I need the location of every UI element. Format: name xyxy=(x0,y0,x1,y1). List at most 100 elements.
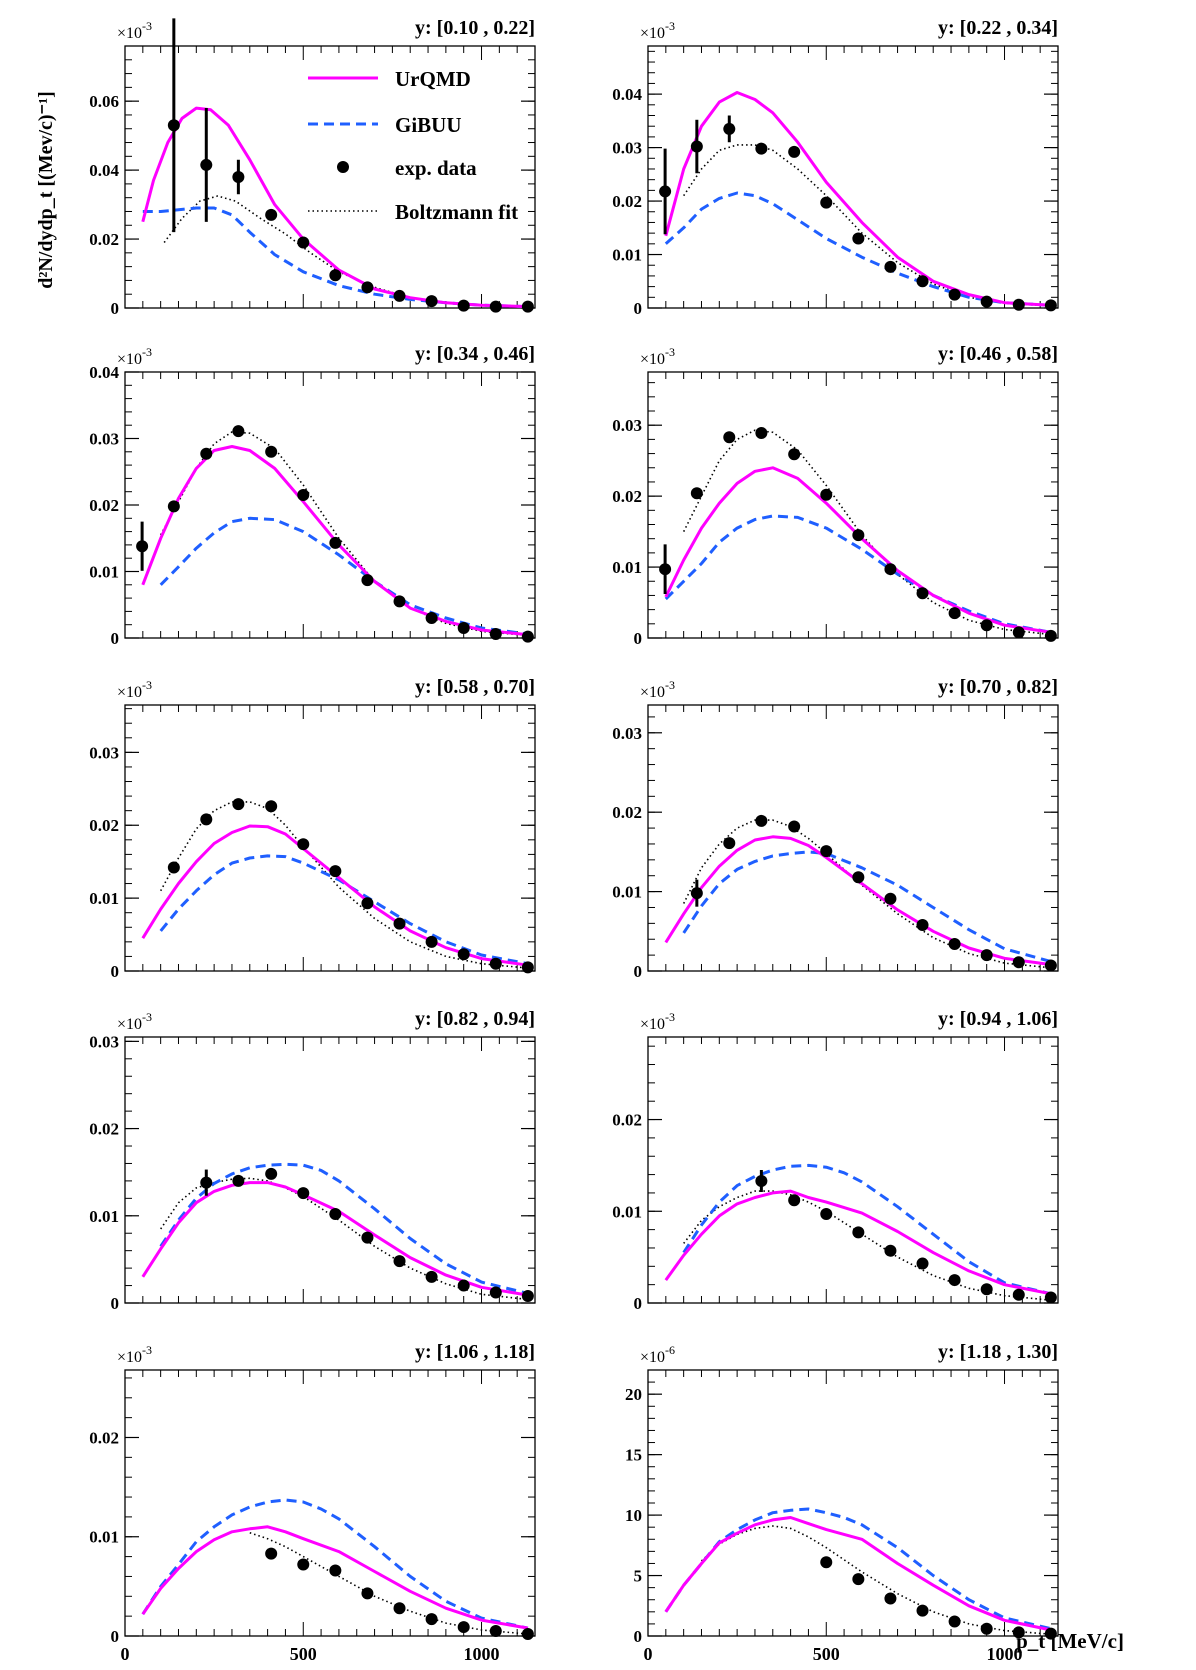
scale-exponent: -3 xyxy=(665,678,675,692)
scale-exponent: -3 xyxy=(142,1010,152,1024)
plot-frame xyxy=(647,704,1059,972)
legend-gibuu-label: GiBUU xyxy=(395,113,462,137)
y-tick-label: 0 xyxy=(111,299,120,318)
panel-title: y: [0.82 , 0.94] xyxy=(415,1008,535,1030)
exp-data-point xyxy=(361,897,374,910)
y-tick-label: 0.04 xyxy=(612,85,642,104)
gibuu-line xyxy=(664,191,1051,307)
x-tick-label: 500 xyxy=(290,1644,317,1664)
urqmd-line xyxy=(141,824,529,967)
panel-title: y: [0.34 , 0.46] xyxy=(415,343,535,365)
y-tick-label: 0.06 xyxy=(89,92,119,111)
exp-data-point xyxy=(980,1283,993,1296)
gibuu-line xyxy=(682,850,1052,963)
exp-data-point xyxy=(200,813,213,826)
plot-frame xyxy=(647,1036,1059,1304)
urqmd-line xyxy=(141,1181,529,1297)
exp-data-point xyxy=(425,612,438,625)
legend-exp-label: exp. data xyxy=(395,156,477,180)
x-tick-label: 0 xyxy=(121,1644,130,1664)
exp-data-point xyxy=(393,289,406,302)
exp-data-point xyxy=(393,1602,406,1615)
scale-exponent: -3 xyxy=(665,19,675,33)
urqmd-line xyxy=(141,1525,529,1630)
exp-data-point xyxy=(265,1547,278,1560)
exp-data-point xyxy=(265,800,278,813)
panel-title: y: [0.94 , 1.06] xyxy=(938,1008,1058,1030)
exp-data-point xyxy=(297,1187,310,1200)
exp-data-point xyxy=(457,948,470,961)
y-tick-label: 0.02 xyxy=(612,192,642,211)
exp-data-point xyxy=(521,1290,534,1303)
exp-data-point xyxy=(948,1615,961,1628)
exp-data-point xyxy=(723,122,736,135)
plot-frame xyxy=(124,45,536,309)
panel-7: y: [0.82 , 0.94] ×10-3 0 0.01 0.02 0.03 xyxy=(89,1008,536,1313)
urqmd-line xyxy=(664,91,1051,307)
exp-data-point xyxy=(265,1167,278,1180)
y-tick-label: 15 xyxy=(625,1446,642,1465)
exp-data-point xyxy=(980,295,993,308)
exp-data-point xyxy=(755,427,768,440)
exp-data-point xyxy=(916,275,929,288)
y-tick-label: 0 xyxy=(634,299,643,318)
gibuu-line xyxy=(142,206,528,309)
plot-frame xyxy=(124,1369,536,1637)
exp-data-point xyxy=(852,871,865,884)
exp-data-point xyxy=(788,448,801,461)
panel-3: y: [0.34 , 0.46] ×10-3 0 0.01 0.02 0.03 0.04 xyxy=(89,343,536,648)
x-tick-label: 500 xyxy=(813,1644,840,1664)
y-tick-label: 0.01 xyxy=(612,883,642,902)
exp-data-point xyxy=(329,1208,342,1221)
y-tick-label: 0.02 xyxy=(89,1120,119,1139)
exp-data-point xyxy=(393,1255,406,1268)
boltz-line xyxy=(683,1190,1051,1301)
exp-data-point xyxy=(425,1613,438,1626)
scale-label: ×10-3 xyxy=(117,678,152,701)
y-tick-label: 0.03 xyxy=(612,416,642,435)
exp-data-point xyxy=(521,961,534,974)
exp-data-point xyxy=(297,1558,310,1571)
panel-1: y: [0.10 , 0.22] ×10-3 0 0.02 0.04 0.06 xyxy=(89,17,536,318)
exp-data-point xyxy=(167,861,180,874)
boltz-line xyxy=(249,1532,528,1635)
exp-data-point xyxy=(489,1625,502,1638)
exp-data-point xyxy=(884,1592,897,1605)
exp-data-point xyxy=(521,300,534,313)
plot-frame xyxy=(124,1036,536,1304)
scale-exponent: -3 xyxy=(665,1010,675,1024)
exp-data-point xyxy=(1044,629,1057,642)
exp-data-point xyxy=(948,1274,961,1287)
exp-data-point xyxy=(489,300,502,313)
exp-data-point xyxy=(1012,1288,1025,1301)
panel-2: y: [0.22 , 0.34] ×10-3 0 0.01 0.02 0.03 0.04 xyxy=(612,17,1059,318)
exp-data-point xyxy=(820,845,833,858)
y-tick-label: 0.03 xyxy=(89,430,119,449)
y-tick-label: 0.01 xyxy=(89,1528,119,1547)
y-tick-label: 0 xyxy=(111,1627,120,1646)
exp-data-point xyxy=(948,938,961,951)
exp-data-point xyxy=(1044,299,1057,312)
gibuu-line xyxy=(159,854,529,966)
exp-data-point xyxy=(820,1556,833,1569)
exp-data-point xyxy=(457,299,470,312)
panel-5: y: [0.58 , 0.70] ×10-3 0 0.01 0.02 0.03 xyxy=(89,676,536,981)
scale-label: ×10-3 xyxy=(117,19,152,42)
exp-data-point xyxy=(361,574,374,587)
exp-data-point xyxy=(232,171,245,183)
y-tick-label: 0.01 xyxy=(89,1207,119,1226)
scale-label: ×10-3 xyxy=(117,345,152,368)
y-tick-label: 0.02 xyxy=(89,1428,119,1447)
exp-data-point xyxy=(297,489,310,502)
panel-9: y: [1.06 , 1.18] ×10-3 0 0.01 0.02 0 500 1000 xyxy=(89,1341,536,1664)
exp-data-point xyxy=(820,196,833,209)
y-tick-label: 0.01 xyxy=(612,558,642,577)
exp-data-point xyxy=(852,232,865,245)
exp-data-point xyxy=(690,140,703,153)
y-tick-label: 0.02 xyxy=(89,816,119,835)
panel-title: y: [1.06 , 1.18] xyxy=(415,1341,535,1363)
x-tick-label: 0 xyxy=(644,1644,653,1664)
legend-exp-marker xyxy=(337,161,349,173)
exp-data-point xyxy=(329,865,342,878)
exp-data-point xyxy=(948,607,961,620)
